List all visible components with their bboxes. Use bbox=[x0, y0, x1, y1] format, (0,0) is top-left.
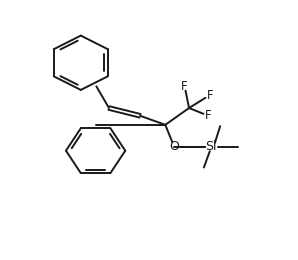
Text: F: F bbox=[207, 89, 213, 102]
Text: F: F bbox=[181, 80, 188, 93]
Text: O: O bbox=[169, 140, 179, 153]
Text: Si: Si bbox=[206, 140, 217, 153]
Text: F: F bbox=[205, 109, 212, 122]
